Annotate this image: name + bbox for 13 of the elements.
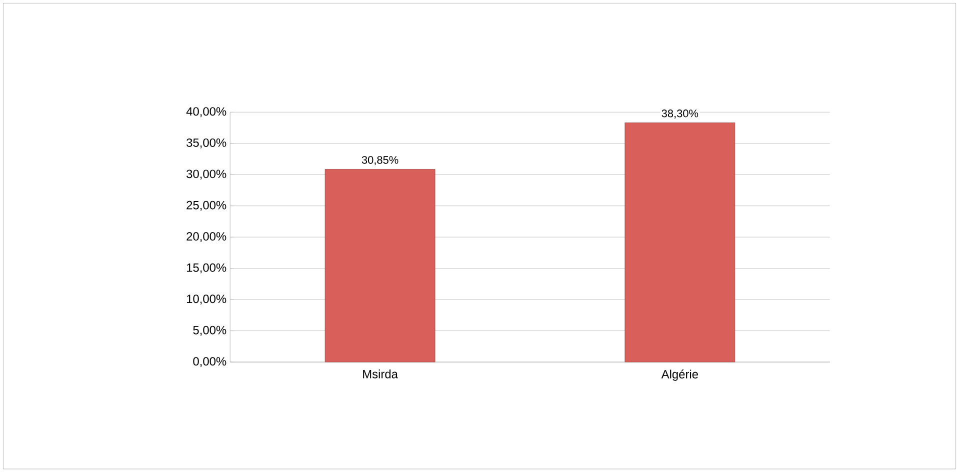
y-tick-label: 0,00% — [193, 357, 226, 367]
y-tick-label: 10,00% — [186, 294, 226, 304]
y-tick-label: 40,00% — [186, 107, 226, 117]
data-label: 30,85% — [362, 156, 398, 166]
y-tick-label: 5,00% — [193, 326, 226, 336]
y-tick-label: 30,00% — [186, 170, 226, 180]
y-tick-label: 20,00% — [186, 232, 226, 242]
y-tick-label: 35,00% — [186, 138, 226, 148]
y-tick-label: 15,00% — [186, 263, 226, 274]
x-tick-label: Algérie — [661, 369, 698, 381]
x-tick-label: Msirda — [363, 369, 398, 378]
data-label: 38,30% — [662, 109, 698, 118]
y-tick-label: 25,00% — [186, 200, 226, 211]
